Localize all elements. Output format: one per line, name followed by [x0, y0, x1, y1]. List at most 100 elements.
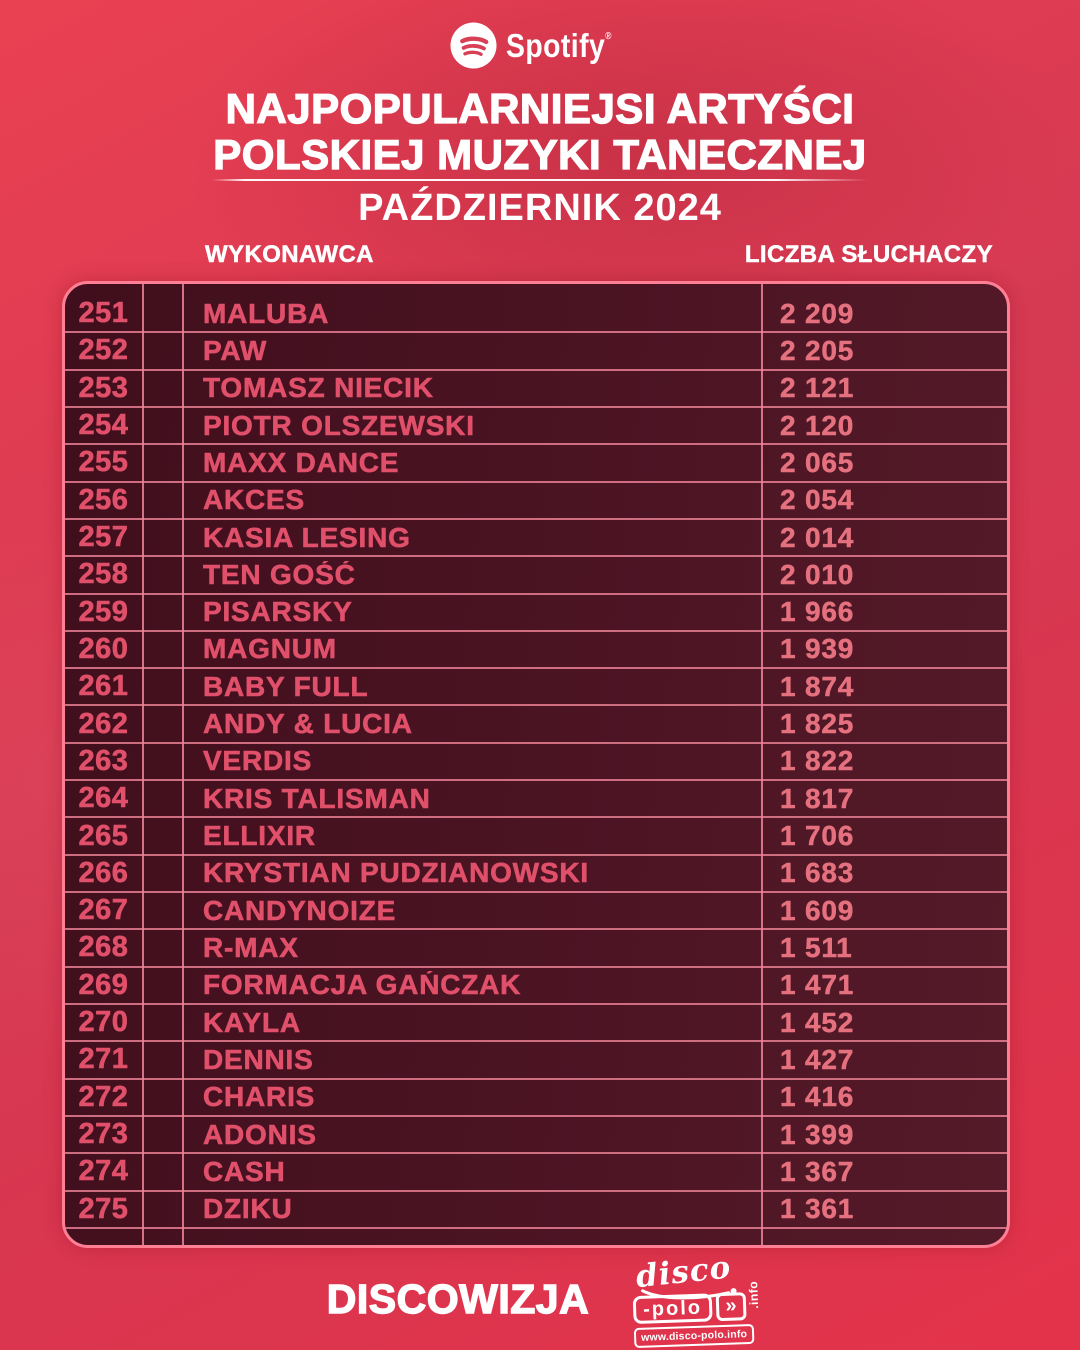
- artist-cell: R-MAX: [203, 933, 299, 962]
- rank-cell: 252: [78, 334, 129, 367]
- rank-cell: 275: [78, 1192, 129, 1225]
- disco-polo-logo: disco -polo » .info www.disco-polo.info: [632, 1249, 761, 1349]
- listeners-cell: 2 120: [780, 409, 855, 441]
- rank-cell: 256: [78, 483, 129, 516]
- artist-cell: DZIKU: [203, 1195, 293, 1224]
- table-row: 275 DZIKU 1 361: [65, 1192, 1007, 1229]
- table-row: 252 PAW 2 205: [65, 333, 1007, 371]
- artist-cell: AKCES: [203, 486, 306, 515]
- listeners-cell: 1 471: [780, 969, 855, 1001]
- rank-cell: 261: [78, 670, 129, 703]
- listeners-cell: 1 939: [780, 633, 855, 665]
- listeners-cell: 2 054: [780, 484, 855, 516]
- table-row: 261 BABY FULL 1 874: [65, 669, 1007, 707]
- rank-cell: 259: [78, 595, 129, 628]
- artist-cell: DENNIS: [203, 1045, 314, 1074]
- listeners-cell: 2 065: [780, 446, 855, 478]
- column-header-listeners: LICZBA SŁUCHACZY: [744, 241, 993, 268]
- column-divider-3: [761, 284, 763, 1245]
- listeners-cell: 1 874: [780, 670, 855, 702]
- subtitle-month: PAŹDZIERNIK 2024: [358, 187, 722, 229]
- listeners-cell: 1 817: [780, 782, 855, 814]
- column-header-artist: WYKONAWCA: [205, 241, 374, 268]
- listeners-cell: 1 361: [780, 1193, 855, 1225]
- polo-box-row: -polo »: [632, 1292, 747, 1325]
- table-row: 264 KRIS TALISMAN 1 817: [65, 781, 1007, 819]
- table-row: 274 CASH 1 367: [65, 1154, 1007, 1192]
- table-row: 254 PIOTR OLSZEWSKI 2 120: [65, 408, 1007, 446]
- listeners-cell: 1 511: [780, 931, 853, 963]
- rank-cell: 255: [78, 446, 129, 479]
- rank-cell: 258: [78, 558, 129, 591]
- listeners-cell: 1 427: [780, 1043, 855, 1075]
- table-row: 256 AKCES 2 054: [65, 483, 1007, 520]
- spotify-wordmark: Spotify®: [506, 27, 613, 64]
- table-row: 268 R-MAX 1 511: [65, 930, 1007, 968]
- listeners-cell: 2 010: [780, 558, 855, 590]
- artist-cell: FORMACJA GAŃCZAK: [203, 971, 522, 1000]
- listeners-cell: 2 121: [780, 372, 855, 404]
- listeners-cell: 1 416: [780, 1081, 855, 1113]
- table-row: 258 TEN GOŚĆ 2 010: [65, 557, 1007, 595]
- disco-polo-url-box: www.disco-polo.info: [634, 1323, 755, 1349]
- artist-cell: ANDY & LUCIA: [203, 710, 413, 739]
- listeners-cell: 1 367: [780, 1155, 855, 1187]
- artist-cell: MAGNUM: [203, 635, 337, 664]
- artist-cell: PISARSKY: [203, 598, 353, 627]
- chevrons-icon: »: [715, 1292, 747, 1322]
- page-title-line1: NAJPOPULARNIEJSI ARTYŚCI: [225, 85, 855, 132]
- table-row: 272 CHARIS 1 416: [65, 1080, 1007, 1117]
- table-row: 267 CANDYNOIZE 1 609: [65, 893, 1007, 931]
- rank-cell: 269: [78, 968, 129, 1001]
- listeners-cell: 2 205: [780, 334, 855, 366]
- column-divider-1: [142, 284, 144, 1245]
- artist-cell: KRIS TALISMAN: [203, 784, 431, 813]
- artist-cell: KRYSTIAN PUDZIANOWSKI: [203, 859, 589, 888]
- rank-cell: 272: [78, 1080, 129, 1113]
- artist-cell: ADONIS: [203, 1120, 317, 1149]
- rank-cell: 268: [78, 931, 129, 964]
- table-row: 263 VERDIS 1 822: [65, 744, 1007, 782]
- listeners-cell: 1 452: [780, 1006, 855, 1038]
- artist-cell: MALUBA: [203, 299, 330, 328]
- table-row: 266 KRYSTIAN PUDZIANOWSKI 1 683: [65, 856, 1007, 893]
- info-vertical-label: .info: [746, 1280, 762, 1310]
- table-row: 255 MAXX DANCE 2 065: [65, 445, 1007, 483]
- rank-cell: 263: [78, 744, 129, 777]
- rank-cell: 274: [78, 1155, 129, 1188]
- rank-cell: 265: [78, 819, 129, 852]
- artist-cell: PIOTR OLSZEWSKI: [203, 411, 475, 440]
- spotify-logo: Spotify®: [0, 22, 1080, 69]
- column-divider-2: [182, 284, 184, 1245]
- listeners-cell: 1 706: [780, 820, 855, 852]
- artist-cell: VERDIS: [203, 747, 313, 776]
- listeners-cell: 1 683: [780, 857, 855, 889]
- title-divider: [212, 179, 868, 181]
- artist-cell: BABY FULL: [203, 672, 369, 701]
- polo-box: -polo: [632, 1293, 713, 1325]
- table-row: 259 PISARSKY 1 966: [65, 595, 1007, 632]
- rank-cell: 266: [78, 856, 129, 889]
- rank-cell: 260: [78, 632, 129, 665]
- artist-cell: CANDYNOIZE: [203, 896, 397, 925]
- table-row: 265 ELLIXIR 1 706: [65, 818, 1007, 856]
- listeners-cell: 1 822: [780, 745, 855, 777]
- listeners-cell: 1 825: [780, 708, 855, 740]
- table-row: 273 ADONIS 1 399: [65, 1117, 1007, 1155]
- rank-cell: 270: [78, 1006, 129, 1039]
- table-row: 251 MALUBA 2 209: [65, 296, 1007, 334]
- table-row: 257 KASIA LESING 2 014: [65, 520, 1007, 558]
- artist-cell: TOMASZ NIECIK: [203, 374, 434, 403]
- listeners-cell: 2 209: [780, 297, 855, 329]
- rank-cell: 257: [78, 521, 129, 554]
- registered-mark: ®: [605, 31, 613, 42]
- table-row: 262 ANDY & LUCIA 1 825: [65, 706, 1007, 744]
- artist-cell: KASIA LESING: [203, 523, 411, 552]
- table-row: 270 KAYLA 1 452: [65, 1005, 1007, 1043]
- table-body: 251 MALUBA 2 209 252 PAW 2 205 253 TOMAS…: [65, 284, 1007, 1245]
- rank-cell: 273: [78, 1118, 129, 1151]
- artist-cell: KAYLA: [203, 1008, 301, 1037]
- listeners-cell: 1 609: [780, 894, 855, 926]
- rank-cell: 264: [78, 782, 129, 815]
